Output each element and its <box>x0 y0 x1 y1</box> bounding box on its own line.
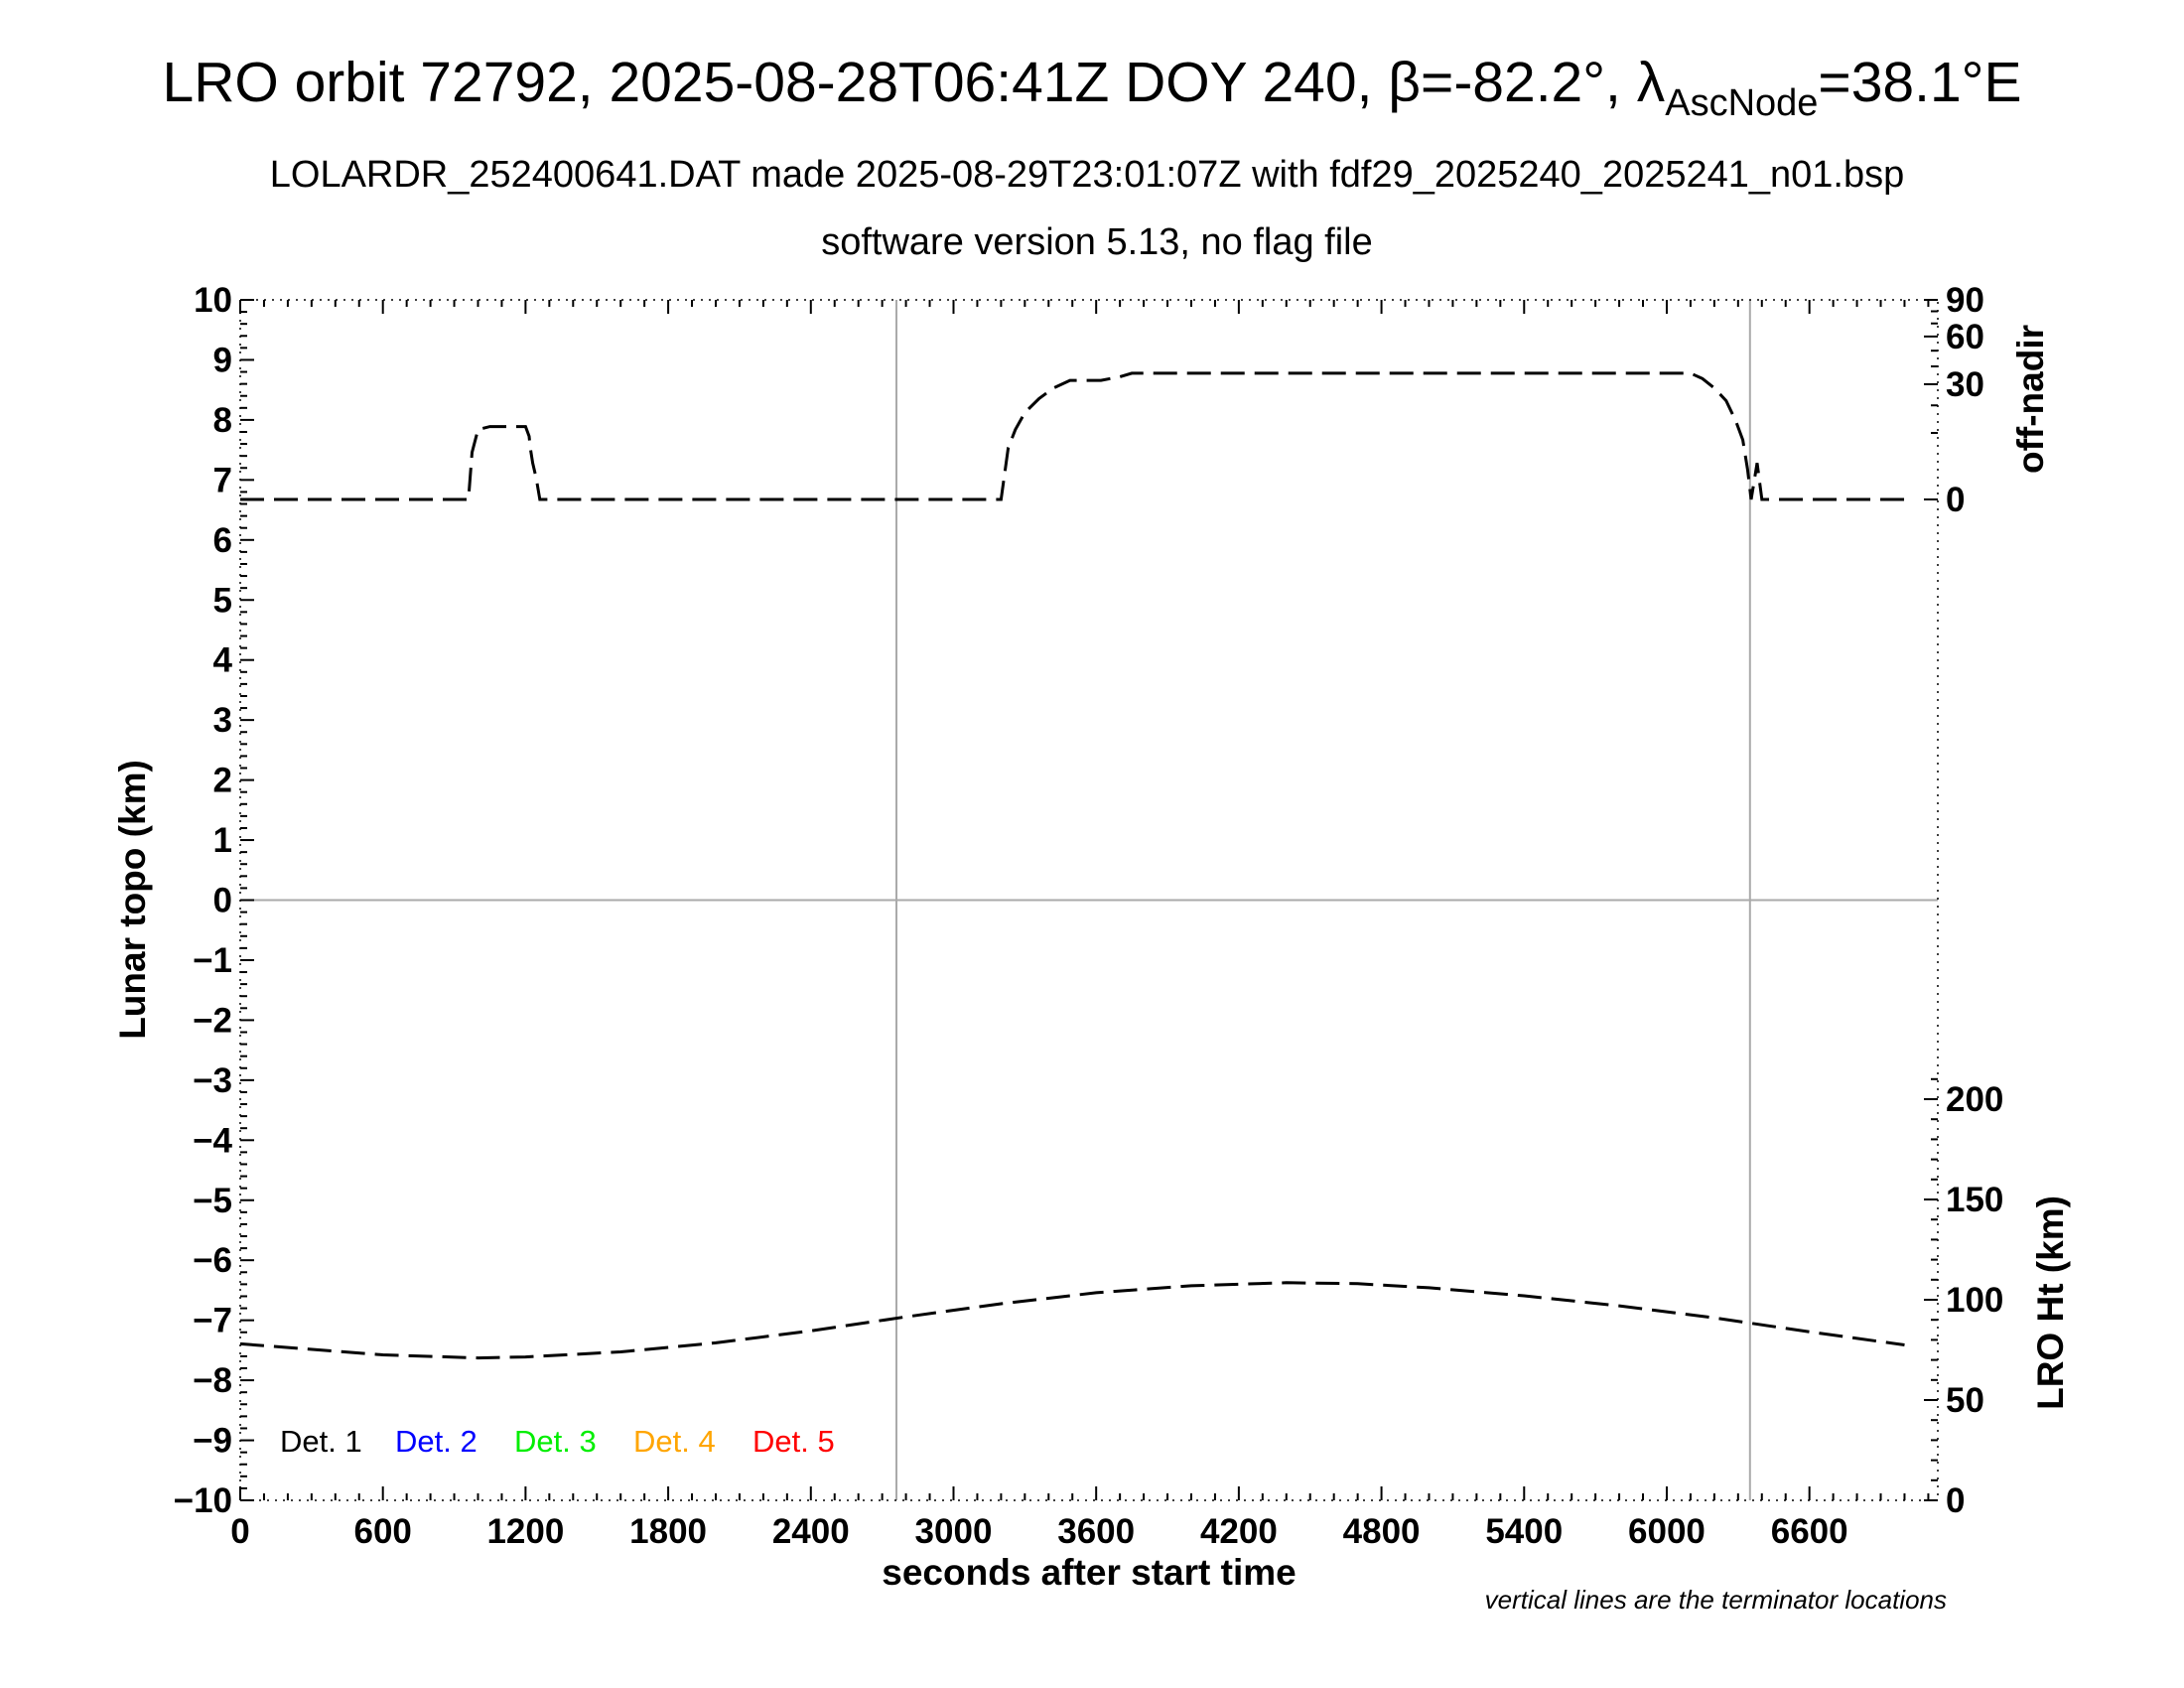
title-tail: =38.1°E <box>1818 51 2021 114</box>
x-tick-label: 6600 <box>1771 1512 1848 1551</box>
y-tick-label: 3 <box>213 701 232 740</box>
y-tick-label: 10 <box>194 281 232 320</box>
y-axis-label-left: Lunar topo (km) <box>112 760 153 1040</box>
lro-height-tick-label: 200 <box>1946 1080 2003 1119</box>
off-nadir-tick-label: 30 <box>1946 365 1984 404</box>
x-axis-label: seconds after start time <box>882 1552 1296 1593</box>
y-tick-label: −10 <box>174 1481 232 1520</box>
chart-title: LRO orbit 72792, 2025-08-28T06:41Z DOY 2… <box>163 51 2022 124</box>
grid-lines <box>240 300 1938 1500</box>
y-tick-label: 4 <box>213 641 233 680</box>
y-tick-label: −3 <box>193 1061 232 1100</box>
x-tick-label: 1200 <box>486 1512 564 1551</box>
lro-height-tick-label: 100 <box>1946 1281 2003 1320</box>
y-tick-label: 2 <box>213 762 232 800</box>
y-tick-label: 9 <box>213 341 232 379</box>
series-lro-ht-line <box>239 1281 1905 1360</box>
y-tick-label: −4 <box>193 1121 232 1160</box>
y-tick-label: −5 <box>193 1182 232 1220</box>
y-tick-label: 1 <box>213 821 232 860</box>
y-tick-label: −9 <box>193 1422 232 1461</box>
plot-series <box>239 371 1905 1360</box>
x-tick-label: 0 <box>230 1512 249 1551</box>
legend: Det. 1 Det. 2 Det. 3 Det. 4 Det. 5 <box>280 1424 835 1459</box>
chart-subtitle-software: software version 5.13, no flag file <box>821 221 1373 263</box>
y-tick-label: −6 <box>193 1241 232 1280</box>
y-tick-label: −8 <box>193 1361 232 1400</box>
x-tick-label: 6000 <box>1628 1512 1706 1551</box>
lro-height-tick-label: 150 <box>1946 1181 2003 1219</box>
title-subscript: AscNode <box>1665 82 1818 124</box>
legend-item-det-3: Det. 3 <box>514 1424 597 1459</box>
legend-item-det-1: Det. 1 <box>280 1424 362 1459</box>
y-tick-label: 7 <box>213 461 232 499</box>
chart-subtitle-file: LOLARDR_252400641.DAT made 2025-08-29T23… <box>270 154 1905 196</box>
x-tick-label: 4800 <box>1343 1512 1421 1551</box>
off-nadir-tick-label: 0 <box>1946 481 1965 519</box>
y-tick-label: −7 <box>193 1302 232 1340</box>
off-nadir-tick-label: 60 <box>1946 318 1984 356</box>
y-tick-label: 5 <box>213 581 232 620</box>
y-axis-label-off-nadir: off-nadir <box>2010 325 2051 474</box>
x-tick-label: 4200 <box>1200 1512 1278 1551</box>
lro-height-tick-label: 50 <box>1946 1381 1984 1420</box>
y-tick-label: −2 <box>193 1001 232 1040</box>
legend-item-det-2: Det. 2 <box>395 1424 478 1459</box>
off-nadir-tick-label: 90 <box>1946 281 1984 320</box>
axis-ticks: 0 600 1200 1800 2400 3000 3600 4200 4800 5400 6000… <box>174 281 2004 1551</box>
title-main: LRO orbit 72792, 2025-08-28T06:41Z DOY 2… <box>163 51 1666 114</box>
x-tick-label: 5400 <box>1485 1512 1563 1551</box>
x-tick-label: 2400 <box>772 1512 850 1551</box>
lro-height-tick-label: 0 <box>1946 1481 1965 1520</box>
x-tick-label: 3000 <box>915 1512 993 1551</box>
x-tick-label: 600 <box>353 1512 411 1551</box>
x-tick-label: 1800 <box>629 1512 707 1551</box>
y-tick-label: 6 <box>213 521 232 560</box>
y-axis-label-lro-height: LRO Ht (km) <box>2030 1196 2071 1410</box>
legend-item-det-5: Det. 5 <box>752 1424 835 1459</box>
y-tick-label: 0 <box>213 882 232 920</box>
series-off-nadir-line <box>240 371 1905 501</box>
y-tick-label: −1 <box>193 941 232 980</box>
legend-item-det-4: Det. 4 <box>633 1424 716 1459</box>
y-tick-label: 8 <box>213 401 232 440</box>
x-tick-label: 3600 <box>1057 1512 1135 1551</box>
terminator-note: vertical lines are the terminator locati… <box>1485 1585 1947 1615</box>
